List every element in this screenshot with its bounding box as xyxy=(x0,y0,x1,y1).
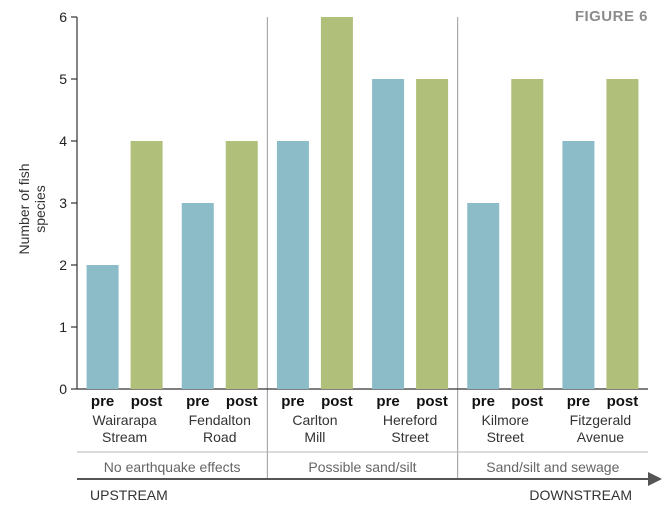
group-label: No earthquake effects xyxy=(104,459,241,475)
bar-post xyxy=(225,141,258,389)
bar-label-post: post xyxy=(321,393,353,410)
category-label: Street xyxy=(487,429,524,445)
bar-label-pre: pre xyxy=(472,393,495,410)
direction-end-label: DOWNSTREAM xyxy=(529,487,632,503)
y-tick-label: 2 xyxy=(59,257,67,273)
bar-post xyxy=(320,17,353,389)
figure-label: FIGURE 6 xyxy=(574,8,648,25)
bar-post xyxy=(416,79,449,389)
category-label: Street xyxy=(391,429,428,445)
direction-start-label: UPSTREAM xyxy=(90,487,168,503)
bar-label-pre: pre xyxy=(567,393,590,410)
bar-post xyxy=(130,141,163,389)
y-tick-label: 0 xyxy=(59,381,67,397)
y-tick-label: 4 xyxy=(59,133,67,149)
y-tick-label: 5 xyxy=(59,71,67,87)
bar-post xyxy=(511,79,544,389)
bar-pre xyxy=(372,79,405,389)
bar-label-pre: pre xyxy=(281,393,304,410)
bar-label-post: post xyxy=(416,393,448,410)
category-label: Hereford xyxy=(383,412,437,428)
y-tick-label: 6 xyxy=(59,9,67,25)
category-label: Road xyxy=(203,429,236,445)
bar-label-pre: pre xyxy=(186,393,209,410)
category-label: Carlton xyxy=(292,412,337,428)
bar-post xyxy=(606,79,639,389)
direction-arrow-head xyxy=(648,472,662,486)
bar-pre xyxy=(562,141,595,389)
bar-pre xyxy=(86,265,119,389)
category-label: Kilmore xyxy=(482,412,530,428)
category-label: Wairarapa xyxy=(93,412,157,428)
y-tick-label: 1 xyxy=(59,319,67,335)
group-label: Sand/silt and sewage xyxy=(486,459,619,475)
category-label: Stream xyxy=(102,429,147,445)
category-label: Fitzgerald xyxy=(570,412,631,428)
bar-pre xyxy=(276,141,309,389)
category-label: Mill xyxy=(304,429,325,445)
bar-label-pre: pre xyxy=(376,393,399,410)
bar-pre xyxy=(181,203,214,389)
group-label: Possible sand/silt xyxy=(308,459,416,475)
bar-label-post: post xyxy=(131,393,163,410)
category-label: Fendalton xyxy=(189,412,251,428)
bar-pre xyxy=(467,203,500,389)
y-tick-label: 3 xyxy=(59,195,67,211)
bar-label-post: post xyxy=(226,393,258,410)
bar-label-post: post xyxy=(607,393,639,410)
bar-label-pre: pre xyxy=(91,393,114,410)
bar-label-post: post xyxy=(511,393,543,410)
category-label: Avenue xyxy=(577,429,624,445)
